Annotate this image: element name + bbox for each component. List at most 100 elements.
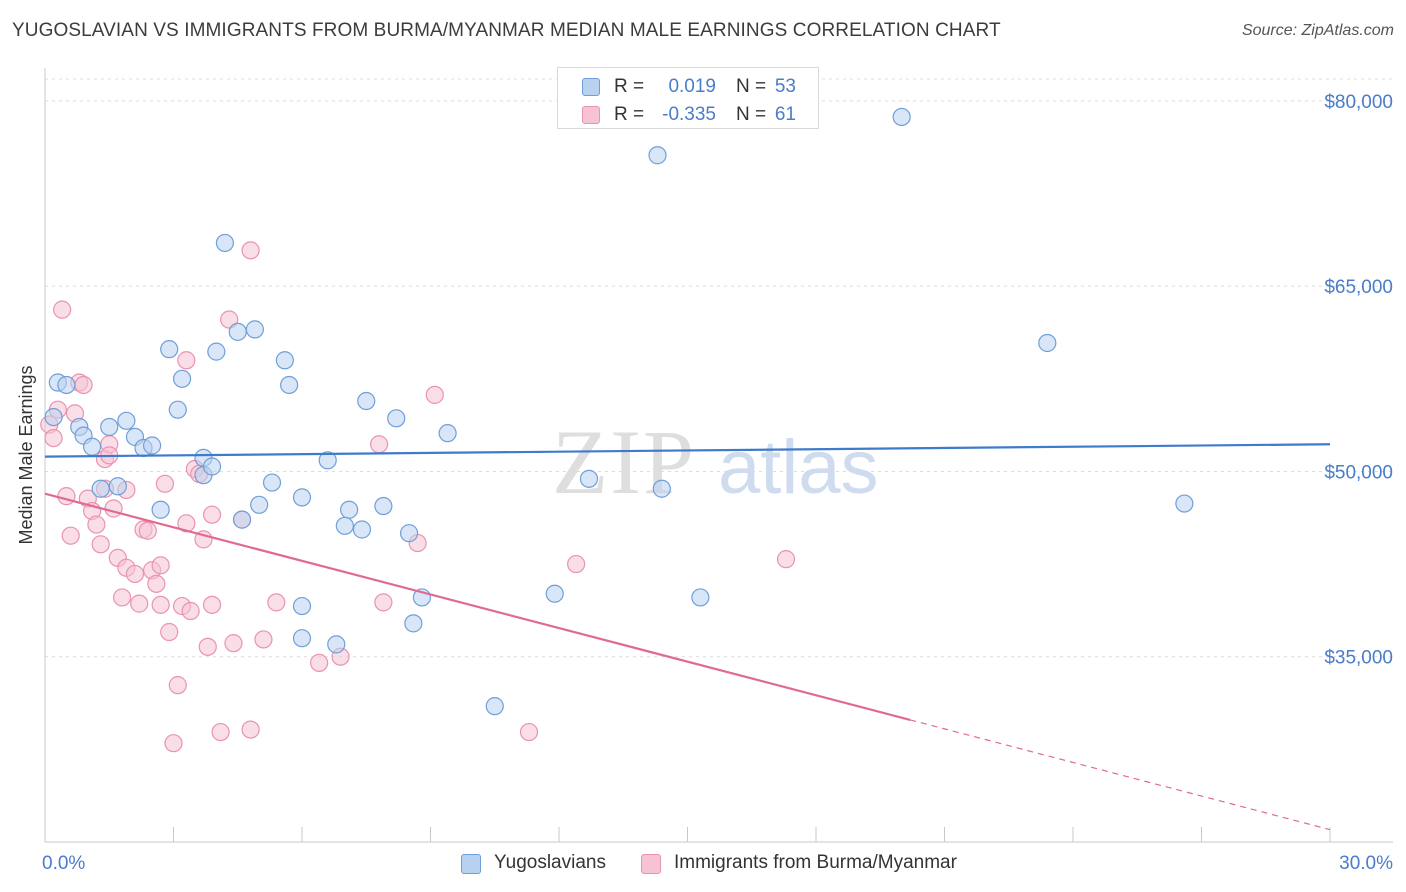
point-burma[interactable] [53, 300, 72, 319]
point-yugoslavians[interactable] [892, 107, 911, 127]
point-yugoslavians[interactable] [648, 146, 667, 165]
point-yugoslavians[interactable] [83, 437, 102, 456]
point-burma[interactable] [168, 676, 187, 695]
point-burma[interactable] [177, 351, 196, 370]
point-yugoslavians[interactable] [108, 477, 127, 496]
data-points [40, 107, 1194, 753]
blue-swatch [582, 78, 600, 96]
point-burma[interactable] [241, 241, 260, 260]
point-burma[interactable] [224, 634, 243, 653]
point-yugoslavians[interactable] [1175, 494, 1194, 513]
point-yugoslavians[interactable] [318, 451, 337, 470]
point-burma[interactable] [125, 564, 145, 584]
point-yugoslavians[interactable] [357, 391, 376, 411]
point-burma[interactable] [112, 588, 132, 607]
point-yugoslavians[interactable] [228, 322, 247, 341]
point-burma[interactable] [425, 385, 444, 404]
point-yugoslavians[interactable] [327, 635, 346, 654]
point-yugoslavians[interactable] [280, 375, 299, 395]
point-burma[interactable] [177, 514, 196, 533]
pink-swatch [582, 106, 600, 124]
point-yugoslavians[interactable] [57, 375, 76, 395]
point-yugoslavians[interactable] [485, 697, 504, 716]
point-yugoslavians[interactable] [168, 400, 187, 419]
n-label: N = [736, 76, 767, 97]
point-burma[interactable] [160, 622, 179, 642]
point-burma[interactable] [241, 720, 260, 739]
point-burma[interactable] [202, 595, 222, 614]
point-yugoslavians[interactable] [691, 588, 710, 607]
point-yugoslavians[interactable] [245, 320, 264, 339]
point-burma[interactable] [151, 556, 170, 575]
point-yugoslavians[interactable] [100, 417, 119, 437]
point-yugoslavians[interactable] [151, 500, 170, 519]
point-yugoslavians[interactable] [340, 500, 359, 519]
point-burma[interactable] [164, 734, 183, 753]
point-yugoslavians[interactable] [215, 233, 234, 253]
point-burma[interactable] [267, 593, 286, 612]
point-yugoslavians[interactable] [262, 473, 282, 492]
n-label: N = [736, 104, 767, 125]
point-burma[interactable] [776, 550, 796, 569]
point-burma[interactable] [74, 375, 93, 395]
point-yugoslavians[interactable] [250, 495, 269, 514]
point-burma[interactable] [138, 521, 157, 540]
point-burma[interactable] [310, 653, 329, 672]
point-burma[interactable] [61, 526, 80, 545]
point-yugoslavians[interactable] [142, 436, 162, 455]
point-yugoslavians[interactable] [292, 488, 312, 507]
point-yugoslavians[interactable] [579, 469, 599, 488]
point-yugoslavians[interactable] [292, 629, 312, 648]
axes [44, 68, 1393, 843]
point-yugoslavians[interactable] [44, 407, 63, 427]
point-yugoslavians[interactable] [202, 457, 222, 476]
source-credit: Source: ZipAtlas.com [1241, 22, 1394, 39]
point-burma[interactable] [211, 722, 230, 742]
y-tick-label: $65,000 [1324, 277, 1393, 298]
point-yugoslavians[interactable] [160, 340, 179, 359]
point-burma[interactable] [198, 637, 217, 656]
trend-line-pink [44, 492, 911, 721]
point-burma[interactable] [151, 595, 170, 614]
point-yugoslavians[interactable] [117, 411, 136, 430]
point-yugoslavians[interactable] [292, 596, 312, 616]
point-burma[interactable] [44, 428, 63, 448]
point-yugoslavians[interactable] [207, 342, 226, 361]
point-burma[interactable] [181, 601, 200, 621]
point-yugoslavians[interactable] [232, 510, 252, 529]
point-yugoslavians[interactable] [387, 409, 406, 428]
point-burma[interactable] [254, 630, 273, 649]
point-yugoslavians[interactable] [91, 479, 110, 498]
point-burma[interactable] [104, 499, 123, 518]
point-burma[interactable] [91, 535, 110, 554]
point-yugoslavians[interactable] [335, 516, 354, 535]
watermark-atlas: atlas [718, 425, 879, 510]
n-value: 61 [774, 104, 796, 125]
watermark-zip: ZIP [552, 411, 696, 513]
point-burma[interactable] [87, 515, 106, 534]
point-yugoslavians[interactable] [652, 479, 671, 498]
point-burma[interactable] [155, 474, 175, 493]
trend-line-pink-extension [910, 719, 1331, 831]
point-burma[interactable] [130, 594, 149, 613]
point-yugoslavians[interactable] [374, 496, 393, 516]
point-yugoslavians[interactable] [438, 424, 457, 443]
point-burma[interactable] [567, 554, 586, 574]
point-yugoslavians[interactable] [404, 614, 423, 633]
point-yugoslavians[interactable] [352, 520, 372, 539]
point-burma[interactable] [202, 505, 222, 524]
stat-row-yugoslavians: R = 0.019 N = 53 [558, 72, 818, 102]
point-yugoslavians[interactable] [172, 369, 192, 388]
point-yugoslavians[interactable] [275, 351, 294, 370]
point-burma[interactable] [147, 574, 166, 593]
point-yugoslavians[interactable] [399, 524, 419, 543]
point-yugoslavians[interactable] [1038, 333, 1057, 353]
point-burma[interactable] [57, 487, 76, 506]
grid-lines [45, 78, 1393, 658]
point-burma[interactable] [370, 435, 389, 454]
point-yugoslavians[interactable] [545, 584, 564, 603]
point-burma[interactable] [220, 310, 239, 329]
point-burma[interactable] [519, 722, 539, 742]
point-burma[interactable] [374, 593, 393, 612]
